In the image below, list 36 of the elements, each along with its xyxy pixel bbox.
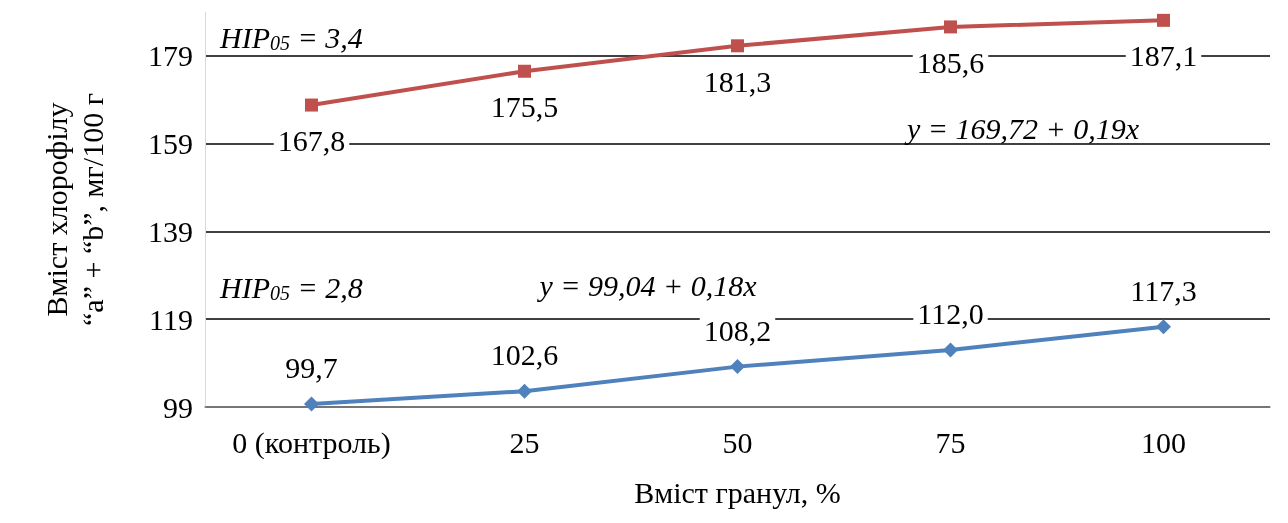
annotation: y = 169,72 + 0,19x <box>903 111 1140 145</box>
data-label: 112,0 <box>917 296 984 330</box>
x-axis-title: Вміст гранул, % <box>634 475 841 509</box>
y-tick-label: 99 <box>163 390 193 424</box>
point <box>730 359 745 375</box>
data-label: 185,6 <box>916 45 985 79</box>
x-tick-label: 75 <box>935 425 966 459</box>
data-label: 181,3 <box>703 64 772 98</box>
annotation: y = 99,04 + 0,18x <box>536 268 758 302</box>
data-label: 175,5 <box>490 90 559 124</box>
x-tick-label: 0 (контроль) <box>232 425 391 460</box>
point <box>305 98 318 112</box>
data-label: 117,3 <box>1130 273 1197 307</box>
x-tick-label: 100 <box>1141 425 1186 459</box>
y-axis-title: Вміст хлорофілу “a” + “b”, мг/100 г <box>39 93 109 326</box>
data-label: 108,2 <box>703 313 772 347</box>
data-label: 102,6 <box>490 338 559 372</box>
point <box>943 342 958 358</box>
data-label: 167,8 <box>277 124 346 158</box>
annotation: HIP05 = 3,4 <box>219 20 363 54</box>
point <box>1157 13 1170 27</box>
y-tick-label: 159 <box>148 127 193 161</box>
y-tick-label: 179 <box>148 39 193 73</box>
data-label: 187,1 <box>1129 39 1198 73</box>
point <box>304 396 319 412</box>
point <box>518 64 531 78</box>
x-tick-label: 25 <box>509 425 540 459</box>
point <box>1156 319 1171 335</box>
point <box>731 39 744 53</box>
data-label: 99,7 <box>285 350 338 384</box>
point <box>517 383 532 399</box>
y-tick-label: 119 <box>149 302 193 336</box>
x-tick-label: 50 <box>722 425 753 459</box>
annotation: HIP05 = 2,8 <box>219 270 363 304</box>
y-tick-label: 139 <box>148 214 193 248</box>
point <box>944 20 957 34</box>
